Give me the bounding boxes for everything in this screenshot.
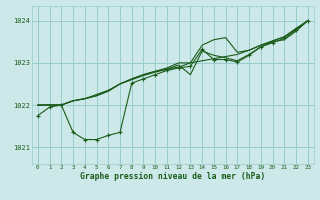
X-axis label: Graphe pression niveau de la mer (hPa): Graphe pression niveau de la mer (hPa) [80,172,265,181]
